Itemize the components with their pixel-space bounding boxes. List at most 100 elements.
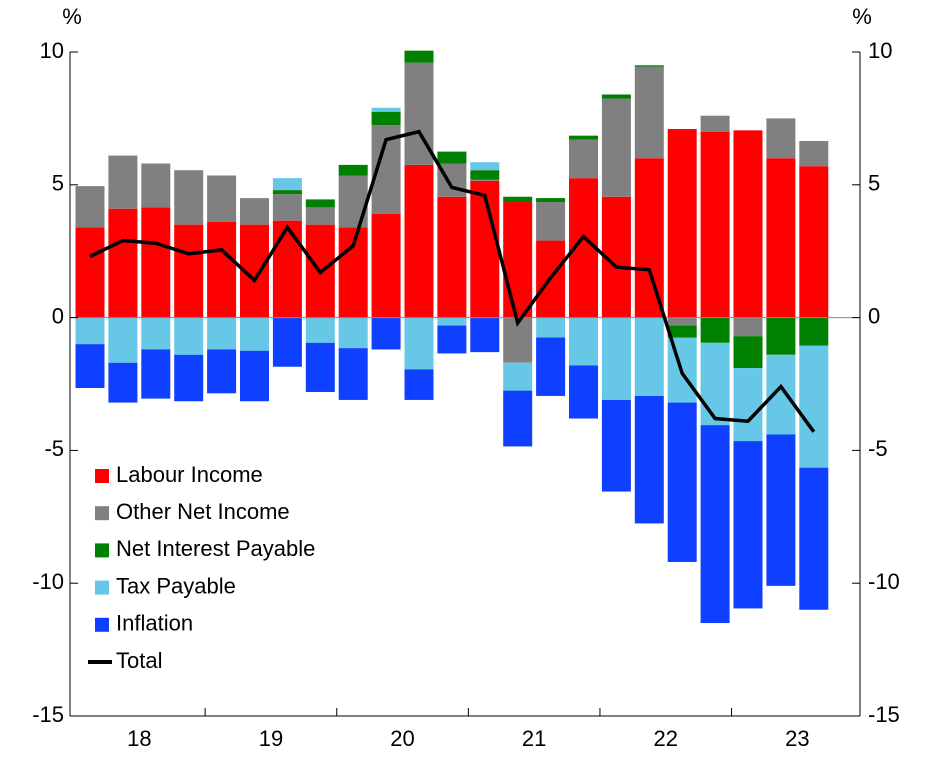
- bar: [338, 348, 368, 400]
- bar: [601, 94, 631, 99]
- bar: [404, 164, 434, 318]
- y2-unit: %: [852, 4, 872, 29]
- y2-tick-label: -10: [868, 569, 900, 594]
- legend-label: Other Net Income: [116, 499, 290, 524]
- bar: [108, 208, 138, 318]
- x-tick-label: 23: [785, 726, 809, 751]
- bar: [667, 317, 697, 326]
- bar: [700, 115, 730, 132]
- bar: [634, 66, 664, 159]
- bar: [75, 344, 105, 388]
- x-tick-label: 18: [127, 726, 151, 751]
- bar: [174, 170, 204, 225]
- bar: [766, 434, 796, 586]
- bar: [305, 342, 335, 392]
- bar: [601, 399, 631, 492]
- bar: [240, 317, 269, 351]
- legend-label: Total: [116, 648, 162, 673]
- bar: [338, 164, 368, 176]
- bar: [371, 317, 401, 350]
- bar: [634, 65, 664, 67]
- bar: [700, 425, 730, 624]
- bar: [437, 325, 467, 354]
- y-tick-label: -10: [32, 569, 64, 594]
- bar: [305, 199, 335, 208]
- bar: [766, 118, 796, 159]
- bar: [634, 395, 664, 524]
- bar: [733, 336, 763, 369]
- y2-tick-label: -5: [868, 436, 888, 461]
- legend-swatch: [95, 543, 109, 558]
- bar: [667, 402, 697, 562]
- bar: [503, 362, 533, 391]
- bar: [569, 317, 598, 366]
- bar: [174, 224, 204, 318]
- bar: [75, 227, 105, 318]
- bar: [240, 198, 269, 225]
- bar: [404, 317, 434, 370]
- bar: [141, 163, 171, 208]
- legend-swatch: [88, 660, 112, 664]
- bar: [799, 166, 829, 318]
- bar: [108, 155, 138, 209]
- bar: [733, 441, 763, 609]
- bar: [141, 349, 171, 399]
- y-tick-label: 10: [40, 38, 64, 63]
- bar: [733, 368, 763, 442]
- bar: [437, 196, 467, 318]
- legend-label: Net Interest Payable: [116, 536, 315, 561]
- legend-swatch: [95, 617, 109, 632]
- y-tick-label: -15: [32, 702, 64, 727]
- bar: [799, 345, 829, 468]
- bar: [404, 50, 434, 63]
- bar: [174, 317, 204, 355]
- bar: [601, 317, 631, 400]
- bar: [799, 140, 829, 167]
- bar: [272, 194, 302, 221]
- legend-swatch: [95, 506, 109, 521]
- bar: [667, 325, 697, 338]
- y2-tick-label: -15: [868, 702, 900, 727]
- bar: [338, 317, 368, 349]
- y2-tick-label: 10: [868, 38, 892, 63]
- bar: [470, 162, 500, 171]
- bar: [371, 107, 401, 112]
- bar: [470, 180, 500, 318]
- bar: [569, 365, 598, 419]
- bar: [634, 158, 664, 318]
- bar: [766, 354, 796, 435]
- bar: [207, 175, 237, 222]
- y-tick-label: -5: [44, 436, 64, 461]
- x-tick-label: 21: [522, 726, 546, 751]
- bar: [404, 369, 434, 400]
- bar: [733, 130, 763, 318]
- legend-label: Tax Payable: [116, 573, 236, 598]
- total-line: [89, 129, 816, 433]
- bar: [634, 317, 664, 396]
- bar: [733, 317, 763, 337]
- bar: [569, 139, 598, 179]
- bar: [75, 317, 105, 345]
- bar: [536, 198, 566, 203]
- bar: [470, 170, 500, 180]
- bar: [700, 131, 730, 318]
- bar: [207, 349, 237, 394]
- bar: [667, 129, 697, 318]
- bar: [174, 354, 204, 402]
- bar: [536, 317, 566, 338]
- bar: [437, 317, 467, 326]
- legend-label: Inflation: [116, 611, 193, 636]
- bar: [799, 467, 829, 610]
- bar: [766, 158, 796, 318]
- bar: [766, 317, 796, 355]
- bar: [207, 221, 237, 318]
- bar: [108, 362, 138, 403]
- bar: [305, 317, 335, 343]
- bar: [503, 390, 533, 447]
- bar: [503, 196, 533, 203]
- bar: [272, 190, 302, 195]
- bar: [503, 202, 533, 318]
- bar: [272, 220, 302, 318]
- legend-label: Labour Income: [116, 462, 263, 487]
